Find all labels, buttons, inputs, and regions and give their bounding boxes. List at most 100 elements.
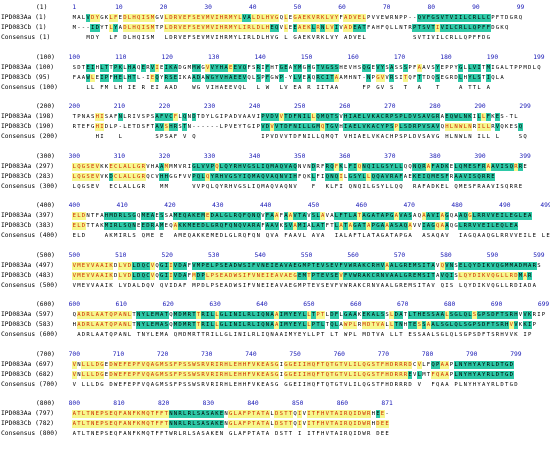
residue: E — [302, 14, 307, 22]
residue: A — [214, 212, 220, 220]
residue: M — [108, 212, 114, 220]
residue: Q — [113, 420, 118, 428]
residue: I — [269, 261, 275, 270]
ruler-tick: 750 — [289, 350, 301, 358]
residue: P — [200, 261, 206, 270]
residue: M — [173, 321, 178, 329]
residue: I — [302, 222, 307, 230]
residue: L — [472, 212, 477, 220]
residue: L — [256, 332, 260, 338]
residue: E — [233, 63, 238, 72]
residue: I — [537, 312, 541, 318]
residue: H — [223, 370, 229, 379]
ruler-tick: 770 — [377, 350, 390, 358]
residue: R — [449, 74, 454, 81]
residue: M — [160, 183, 164, 190]
residue: Q — [265, 233, 270, 239]
residue: P — [114, 332, 118, 338]
residue: M — [283, 311, 289, 319]
residue: G — [366, 370, 371, 379]
residue: A — [275, 282, 279, 289]
residue: H — [348, 134, 352, 140]
residue: H — [229, 183, 233, 190]
residue: T — [85, 420, 91, 428]
residue: I — [242, 172, 247, 181]
residue: R — [367, 431, 371, 437]
residue: R — [219, 370, 224, 379]
residue: S — [214, 271, 220, 280]
residue: S — [376, 183, 380, 190]
residue: I — [499, 162, 505, 171]
residue: R — [141, 84, 145, 91]
residue: T — [390, 233, 394, 239]
residue: I — [242, 35, 247, 41]
residue: I — [491, 64, 495, 71]
residue: A — [118, 311, 123, 319]
residue: P — [491, 15, 495, 21]
residue: M — [518, 271, 523, 280]
residue: P — [113, 311, 118, 319]
residue: T — [436, 84, 440, 91]
residue: L — [164, 14, 169, 22]
residue: R — [85, 321, 91, 329]
sequence-row-a: IPD083Aa (797) A T L T N E P S E Q F A N F K M Q T F F T N N R L R… — [0, 409, 550, 419]
residue: G — [219, 321, 224, 329]
residue: L — [210, 321, 215, 329]
residue: D — [357, 410, 362, 418]
residue: L — [472, 73, 477, 82]
residue: N — [366, 73, 371, 82]
residue: T — [311, 261, 316, 270]
residue: D — [191, 113, 197, 121]
residue: V — [155, 173, 159, 180]
residue: I — [155, 84, 159, 91]
residue: E — [495, 113, 500, 121]
residue: A — [440, 114, 444, 120]
residue: G — [288, 381, 293, 388]
residue: R — [394, 381, 398, 388]
residue: V — [376, 15, 380, 21]
residue: R — [514, 15, 518, 21]
residue: E — [440, 64, 444, 71]
residue: A — [476, 360, 482, 369]
residue: H — [385, 381, 389, 388]
residue: W — [265, 84, 270, 91]
residue: A — [306, 73, 312, 82]
residue: L — [91, 332, 95, 338]
residue: M — [159, 360, 164, 369]
residue: Q — [173, 332, 178, 338]
residue: F — [137, 381, 141, 388]
residue: I — [99, 113, 105, 121]
residue: L — [495, 74, 500, 81]
residue: I — [316, 84, 320, 91]
residue: V — [509, 321, 514, 329]
residue: L — [325, 35, 329, 41]
residue: M — [72, 15, 76, 21]
residue: V — [325, 431, 329, 437]
residue: F — [136, 370, 141, 379]
residue: P — [532, 322, 536, 328]
residue: P — [113, 63, 118, 72]
residue: N — [187, 114, 191, 120]
residue: A — [440, 311, 445, 319]
residue: A — [380, 222, 385, 230]
residue: P — [408, 64, 412, 71]
residue: L — [330, 332, 334, 338]
residue: E — [233, 360, 238, 369]
residue: D — [509, 360, 514, 369]
residue: V — [141, 360, 146, 369]
residue: F — [136, 360, 141, 369]
residue: M — [283, 321, 289, 329]
residue: V — [223, 172, 229, 181]
residue: E — [228, 63, 233, 72]
residue: Q — [357, 183, 362, 190]
residue: P — [454, 381, 458, 388]
residue: G — [329, 123, 335, 131]
residue: H — [417, 311, 422, 319]
residue: F — [413, 74, 417, 81]
residue: L — [90, 360, 95, 369]
residue: A — [164, 84, 168, 91]
residue: R — [509, 311, 514, 319]
residue: A — [430, 321, 436, 329]
